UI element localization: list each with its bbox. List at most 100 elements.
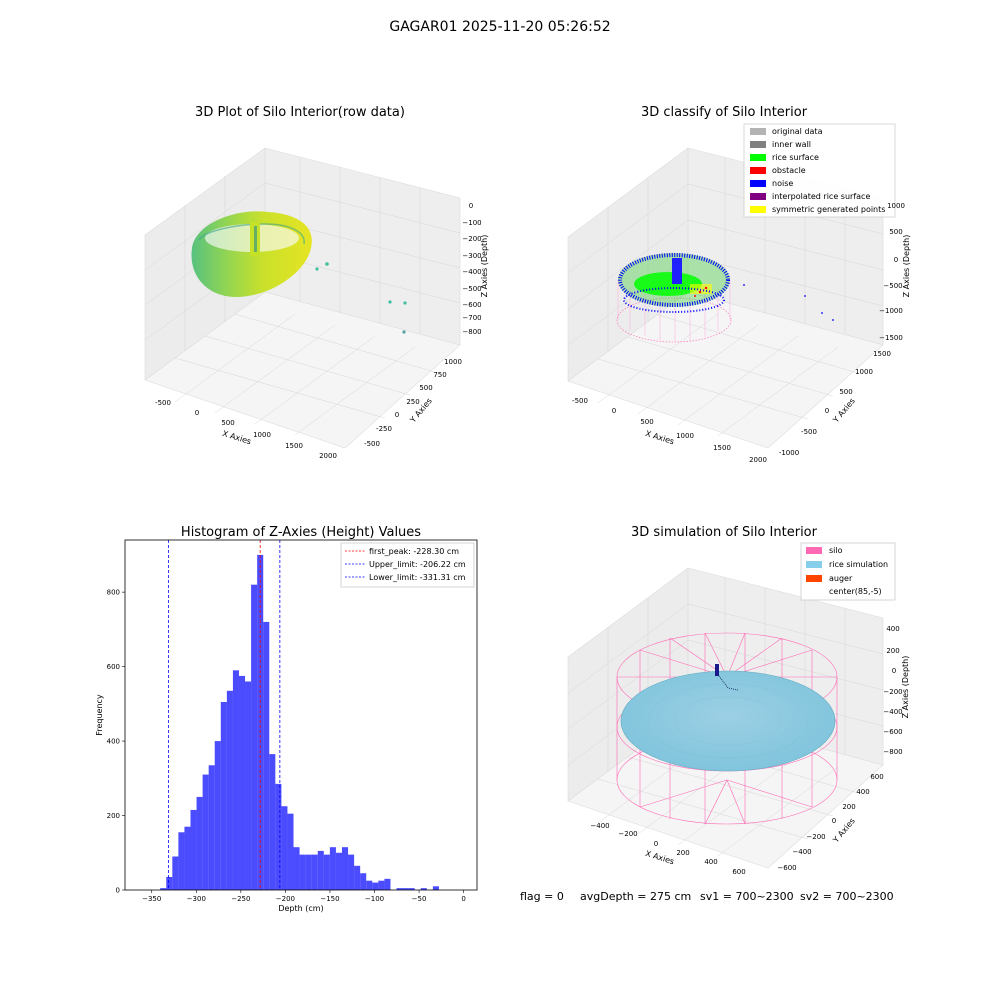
x-tick-label: −400 [590,822,609,830]
raw-point-cloud [191,211,407,334]
legend-swatch [750,154,766,161]
x-tick-label: 600 [732,868,745,876]
histogram-bar [329,847,336,890]
histogram-bar [251,584,258,890]
auger [715,664,739,691]
x-tick-label: −250 [231,895,250,903]
legend-classify: original data inner wall rice surface ob… [743,123,896,218]
x-tick-label: 400 [704,858,717,866]
histogram-bar [335,852,342,890]
x-tick-label: −300 [187,895,206,903]
x-tick-label: −100 [365,895,384,903]
histogram-bar [432,886,439,890]
rice-simulation-surface [620,670,836,772]
z-tick-label: 400 [886,625,899,633]
y-tick-label: 1500 [873,350,891,358]
legend-entry: interpolated rice surface [772,192,870,201]
axes-3d-box [144,147,461,449]
x-axis-label: X Axies [221,429,252,446]
sv1-status: sv1 = 700~2300 [700,890,794,903]
histogram-bar [275,783,282,890]
legend-entry: symmetric generated points [772,205,885,214]
legend-swatch [750,128,766,135]
z-tick-label: −800 [883,748,902,756]
histogram-bar [166,876,173,890]
histogram-bar [178,832,185,890]
z-axis: 1000 500 0 −500 −1000 −1500 Z Axies (Dep… [879,202,911,342]
panel-raw-data: 3D Plot of Silo Interior(row data) [144,105,489,460]
y-tick-label: 1000 [444,358,462,366]
legend-swatch [750,206,766,213]
z-axis: 0 −100 −200 −300 −400 −500 −600 −700 −80… [462,202,489,336]
y-tick-label: 500 [419,384,432,392]
y-axis-label: Y Axies [831,396,857,425]
legend-entry: obstacle [772,166,806,175]
x-tick-label: 0 [195,409,199,417]
z-axis-label: Z Axies (Depth) [480,235,489,298]
x-tick-label: 2000 [319,452,337,460]
z-tick-label: −400 [462,268,481,276]
histogram-bar [311,854,318,890]
histogram-bar [323,854,330,890]
legend-entry: Lower_limit: -331.31 cm [369,573,466,582]
legend-swatch [750,141,766,148]
histogram-bar [384,878,391,890]
histogram-bar [396,888,403,890]
histogram-bar [226,690,233,890]
z-tick-label: −500 [462,285,481,293]
legend-entry: center(85,-5) [829,587,882,596]
y-tick-label: 750 [433,371,446,379]
x-tick-label: 200 [676,849,689,857]
legend-swatch [806,547,822,554]
histogram-bar [305,854,312,890]
x-tick-label: −150 [320,895,339,903]
panel-histogram: Histogram of Z-Axies (Height) Values −35… [95,525,478,913]
figure-title: GAGAR01 2025-11-20 05:26:52 [389,19,610,35]
y-tick-label: −600 [777,864,796,872]
x-tick-label: 500 [221,419,234,427]
y-tick-label: 250 [406,398,419,406]
legend-swatch [750,167,766,174]
z-axis-label: Z Axies (Depth) [902,235,911,298]
x-tick-label: −200 [276,895,295,903]
x-tick-label: 1500 [713,444,731,452]
y-tick-label: 400 [856,788,869,796]
histogram-bar [238,675,246,890]
y-axis: 0 200 400 600 800 [107,589,125,895]
legend-entry: inner wall [772,140,811,149]
y-tick-label: 0 [825,407,829,415]
avg-depth-status: avgDepth = 275 cm [580,890,691,903]
y-tick-label: 500 [839,388,852,396]
x-tick-label: 500 [640,418,653,426]
legend-entry: original data [772,127,823,136]
z-tick-label: 0 [892,667,896,675]
z-tick-label: −100 [462,219,481,227]
z-tick-label: −1000 [879,307,903,315]
x-axis: −350 −300 −250 −200 −150 −100 −50 0 [142,890,466,903]
histogram-bar [245,681,252,890]
y-tick-label: 400 [107,738,120,746]
x-axis-label: X Axies [644,849,675,866]
y-tick-label: 0 [395,411,399,419]
histogram-bar [341,847,349,890]
histogram-bar [402,888,409,890]
y-tick-label: -250 [376,425,392,433]
histogram-bar [366,880,373,890]
x-tick-label: 0 [654,840,658,848]
z-tick-label: −400 [883,708,902,716]
sv2-status: sv2 = 700~2300 [800,890,894,903]
histogram-bar [348,854,355,890]
x-tick-label: 2000 [749,456,767,464]
z-tick-label: −600 [883,728,902,736]
histogram-bar [354,865,361,890]
x-tick-label: −350 [142,895,161,903]
histogram-bar [184,826,191,890]
legend-swatch [750,180,766,187]
legend-entry: rice simulation [829,560,888,569]
histogram-bar [293,847,300,890]
histogram-bar [214,741,221,890]
legend-swatch [806,575,822,582]
panel-2-title: 3D classify of Silo Interior [641,105,808,120]
x-tick-label: -500 [572,397,588,405]
z-tick-label: 0 [894,256,898,264]
